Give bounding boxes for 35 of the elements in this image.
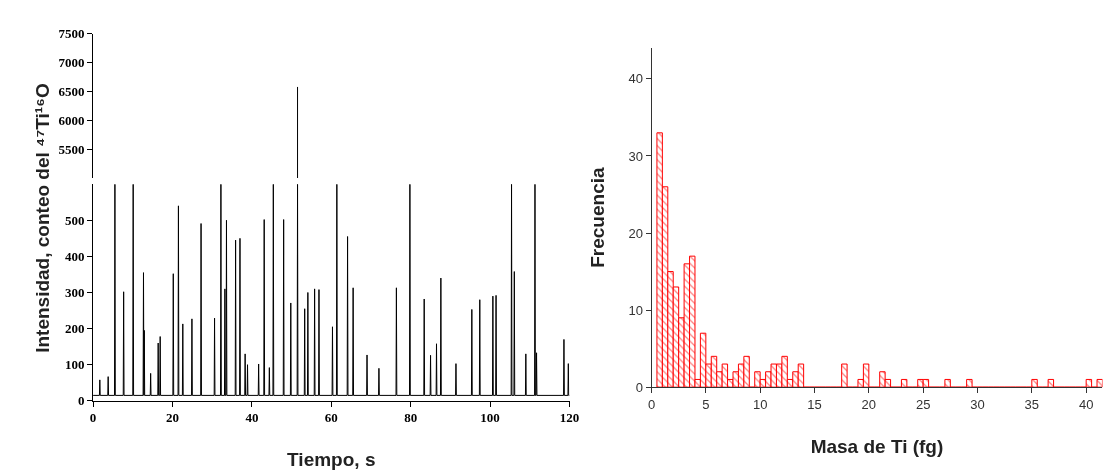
y-tick-label: 10: [628, 302, 643, 318]
y-tick-label: 6500: [58, 84, 85, 100]
y-tick-label: 20: [628, 225, 643, 241]
x-tick-label: 40: [245, 410, 259, 426]
y-tick-label: 7000: [58, 55, 85, 71]
x-tick-label: 0: [647, 396, 656, 412]
x-tick-label: 0: [89, 410, 97, 426]
y-tick-label: 0: [635, 379, 643, 395]
x-tick-label: 30: [970, 396, 985, 412]
y-tick-label: 100: [64, 357, 85, 373]
y-axis-title: Intensidad, conteo del ⁴⁷Ti¹⁶O: [32, 83, 54, 353]
y-tick-label: 500: [64, 212, 85, 228]
x-axis-title: Masa de Ti (fg): [810, 435, 944, 457]
x-axis-title: Tiempo, s: [287, 449, 376, 471]
x-tick-label: 60: [324, 410, 338, 426]
y-tick-label: 400: [64, 248, 85, 264]
y-tick-label: 300: [64, 285, 85, 301]
y-tick-label: 200: [64, 321, 85, 337]
x-tick-label: 35: [1024, 396, 1040, 412]
y-tick-label: 6000: [58, 112, 85, 128]
y-tick-label: 40: [628, 71, 643, 87]
x-tick-label: 20: [165, 410, 179, 426]
y-axis-title: Frecuencia: [587, 167, 609, 268]
x-tick-label: 40: [1078, 396, 1094, 412]
x-tick-label: 5: [702, 396, 710, 412]
x-tick-label: 20: [861, 396, 877, 412]
x-tick-label: 10: [752, 396, 768, 412]
y-tick-label: 7500: [58, 26, 85, 42]
x-tick-label: 25: [915, 396, 931, 412]
x-tick-label: 100: [480, 410, 500, 426]
x-tick-label: 80: [404, 410, 418, 426]
x-tick-label: 15: [807, 396, 822, 412]
x-tick-label: 120: [559, 410, 580, 426]
y-tick-label: 5500: [58, 141, 85, 157]
y-tick-label: 30: [628, 148, 643, 164]
